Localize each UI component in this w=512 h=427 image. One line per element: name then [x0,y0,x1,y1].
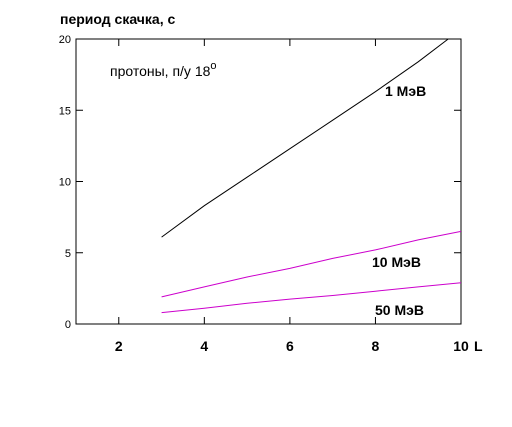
plot-frame [75,38,462,325]
x-tick-label: 8 [372,338,380,354]
x-tick-label: 2 [115,338,123,354]
series-label-1mev: 1 МэВ [385,83,426,99]
chart-annotation: протоны, п/у 18о [110,60,217,79]
y-tick-label: 5 [65,248,71,260]
x-axis-unit: L [474,338,483,354]
x-tick-label: 6 [286,338,294,354]
series-label-50mev: 50 МэВ [375,302,424,318]
y-tick-label: 15 [59,105,71,117]
y-axis-ticks: 0 5 10 15 20 [59,34,461,331]
y-tick-label: 20 [59,34,71,46]
x-tick-label: 4 [200,338,208,354]
y-tick-label: 10 [59,177,71,189]
x-tick-label: 10 [453,338,469,354]
series-line-0 [161,38,449,238]
series-line-1 [161,230,462,298]
series-label-10mev: 10 МэВ [372,254,421,270]
y-tick-label: 0 [65,319,71,331]
series-line-2 [161,282,462,314]
series-group [161,38,462,314]
x-axis-ticks: 2 4 6 8 10 [115,39,469,354]
y-axis-label: период скачка, с [60,11,175,27]
